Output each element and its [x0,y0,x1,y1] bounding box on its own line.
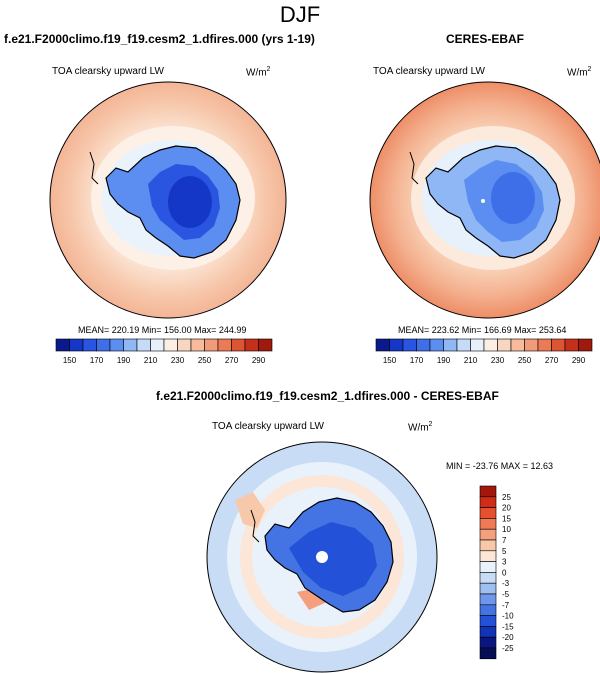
colorbar-swatch [479,496,497,508]
stats-diff: MIN = -23.76 MAX = 12.63 [446,461,554,471]
colorbar-tick-label: -5 [502,590,510,599]
colorbar-tick-label: -10 [502,612,514,621]
colorbar-swatch [69,338,84,352]
colorbar-swatch [150,338,165,352]
colorbar-tick-label: -7 [502,601,510,610]
colorbar-swatch [524,338,539,352]
colorbar-swatch [177,338,192,352]
colorbar-tick-label: 270 [225,356,239,365]
colorbar-tick-label: 0 [502,568,507,577]
page-title: DJF [279,2,321,27]
colorbar-tick-label: -25 [502,644,514,653]
colorbar-swatch [479,582,497,595]
colorbar-model: 150 170 190 210 230 250 270 290 [55,338,273,365]
variable-label-diff: TOA clearsky upward LW [212,421,324,432]
units-label-model: W/m2 [246,66,271,79]
colorbar-swatch [190,338,205,352]
colorbar-tick-label: -3 [502,579,510,588]
colorbar-swatch [537,338,552,352]
colorbar-swatch [510,338,525,352]
colorbar-tick-label: 15 [502,514,511,523]
colorbar-swatch [479,572,497,584]
colorbar-tick-label: 250 [518,356,532,365]
colorbar-swatch [416,338,431,352]
colorbar-swatch [55,338,70,352]
colorbar-swatch [483,338,498,352]
units-label-obs: W/m2 [567,66,592,79]
colorbar-swatch [479,615,497,627]
colorbar-swatch [479,647,497,660]
colorbar-swatch [479,561,497,573]
colorbar-swatch [479,507,497,519]
variable-label-model: TOA clearsky upward LW [52,66,164,77]
stats-model: MEAN= 220.19 Min= 156.00 Max= 244.99 [78,325,247,335]
map-diff [206,441,438,673]
colorbar-swatch [231,338,246,352]
colorbar-tick-label: 290 [572,356,586,365]
colorbar-swatch [429,338,444,352]
colorbar-swatch [389,338,404,352]
colorbar-swatch [551,338,566,352]
colorbar-swatch [456,338,471,352]
colorbar-swatch [479,550,497,562]
colorbar-swatch [96,338,111,352]
colorbar-swatch [479,593,497,606]
units-label-diff: W/m2 [408,421,433,434]
colorbar-swatch [217,338,232,352]
colorbar-swatch [470,338,485,352]
colorbar-swatch [402,338,417,352]
colorbar-swatch [258,338,273,352]
colorbar-tick-label: 170 [410,356,424,365]
colorbar-swatch [479,636,497,649]
colorbar-tick-label: 5 [502,547,507,556]
colorbar-swatch [479,518,497,530]
colorbar-tick-label: 210 [144,356,158,365]
colorbar-tick-label: 290 [252,356,266,365]
colorbar-tick-label: 190 [437,356,451,365]
colorbar-swatch [479,539,497,552]
colorbar-swatch [497,338,512,352]
colorbar-swatch [564,338,579,352]
panel-title-obs: CERES-EBAF [446,32,525,46]
map-model [49,81,287,319]
map-obs [369,81,600,319]
colorbar-tick-label: 10 [502,525,511,534]
colorbar-swatch [479,604,497,616]
colorbar-tick-label: 150 [383,356,397,365]
panel-title-diff: f.e21.F2000climo.f19_f19.cesm2_1.dfires.… [156,389,499,403]
panel-title-model: f.e21.F2000climo.f19_f19.cesm2_1.dfires.… [4,32,315,46]
colorbar-swatch [123,338,138,352]
colorbar-tick-label: 150 [63,356,77,365]
colorbar-swatch [479,626,497,638]
colorbar-tick-label: 190 [117,356,131,365]
colorbar-tick-label: 230 [491,356,505,365]
colorbar-swatch [443,338,458,352]
colorbar-tick-label: 20 [502,504,511,513]
colorbar-swatch [204,338,219,352]
variable-label-obs: TOA clearsky upward LW [373,66,485,77]
colorbar-swatch [163,338,178,352]
colorbar-swatch [82,338,97,352]
colorbar-swatch [136,338,151,352]
colorbar-tick-label: 270 [545,356,559,365]
colorbar-tick-label: 3 [502,558,507,567]
colorbar-tick-label: 250 [198,356,212,365]
colorbar-tick-label: -15 [502,622,514,631]
colorbar-swatch [578,338,593,352]
colorbar-tick-label: -20 [502,633,514,642]
colorbar-obs: 150 170 190 210 230 250 270 290 [375,338,593,365]
stats-obs: MEAN= 223.62 Min= 166.69 Max= 253.64 [398,325,567,335]
colorbar-tick-label: 7 [502,536,507,545]
colorbar-swatch [109,338,124,352]
colorbar-tick-label: 170 [90,356,104,365]
colorbar-swatch [244,338,259,352]
colorbar-swatch [375,338,390,352]
colorbar-tick-label: 25 [502,493,511,502]
colorbar-tick-label: 230 [171,356,185,365]
colorbar-swatch [479,485,497,498]
colorbar-tick-label: 210 [464,356,478,365]
colorbar-swatch [479,528,497,541]
